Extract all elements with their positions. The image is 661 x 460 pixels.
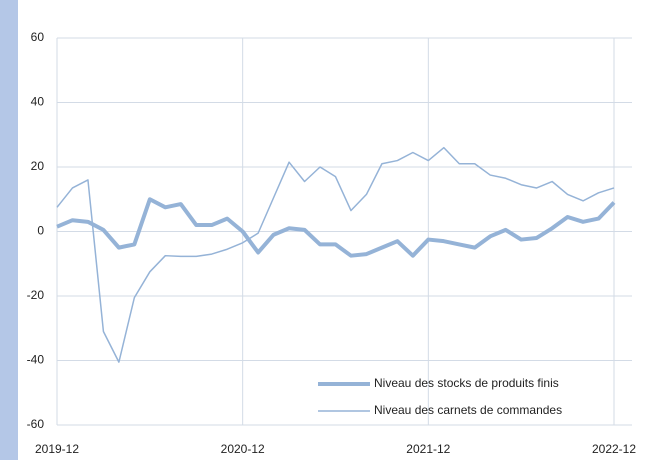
x-tick-label: 2021-12 — [406, 442, 450, 456]
x-tick-label: 2022-12 — [592, 442, 636, 456]
series-line — [56, 197, 616, 258]
y-tick-label: -40 — [27, 353, 45, 367]
legend-label: Niveau des stocks de produits finis — [374, 376, 559, 390]
side-strip — [0, 0, 18, 460]
y-tick-label: -60 — [27, 417, 45, 431]
y-tick-label: 60 — [31, 30, 45, 44]
y-tick-label: 0 — [37, 224, 44, 238]
x-tick-label: 2020-12 — [221, 442, 265, 456]
y-tick-label: 40 — [31, 95, 45, 109]
x-tick-label: 2019-12 — [35, 442, 79, 456]
y-tick-label: -20 — [27, 288, 45, 302]
legend-label: Niveau des carnets de commandes — [374, 403, 562, 417]
series-line — [56, 146, 615, 363]
y-tick-label: 20 — [31, 159, 45, 173]
